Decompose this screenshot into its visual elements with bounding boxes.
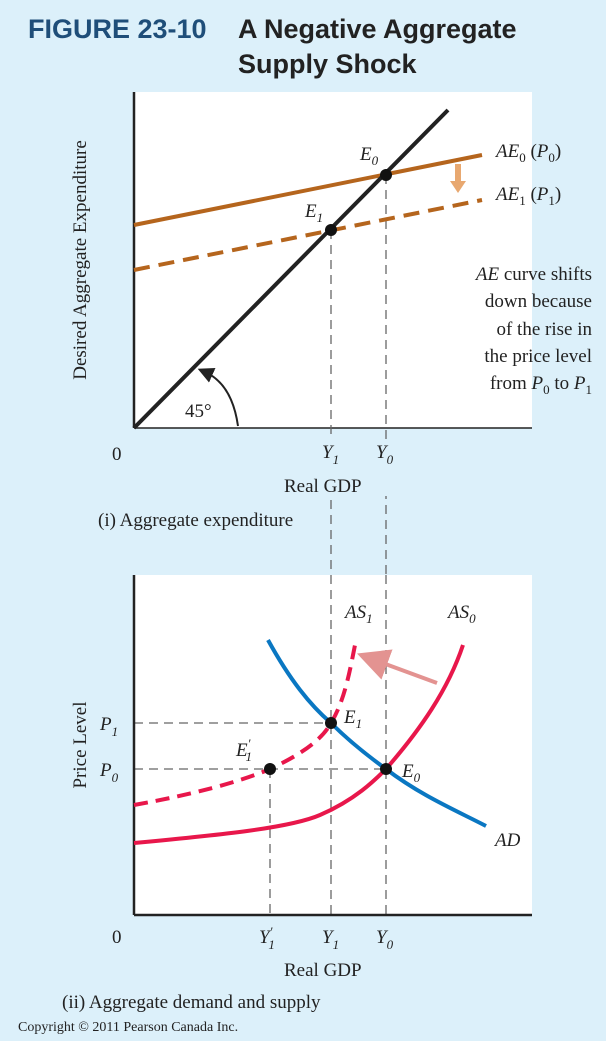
as1-curve (133, 639, 358, 807)
tick-y1-bottom: Y1 (322, 927, 339, 952)
svg-text:AE curve shifts: AE curve shifts (474, 264, 592, 285)
ylabel-bottom: Price Level (70, 701, 91, 788)
label-ae1: AE1 (P1) (494, 184, 561, 208)
label-as1: AS1 (343, 602, 373, 626)
caption-top: (i) Aggregate expenditure (98, 510, 293, 531)
label-e1-prime: E′ 1 (235, 736, 252, 764)
figure-title-line1: A Negative Aggregate (238, 14, 517, 44)
label-e0-top: E0 (359, 144, 379, 168)
45-degree-line (132, 108, 450, 430)
bottom-plot-area (134, 575, 532, 915)
label-e1-top: E1 (304, 201, 323, 225)
svg-text:down because: down because (485, 291, 592, 312)
svg-text:from P0 to P1: from P0 to P1 (490, 373, 592, 397)
angle-label: 45° (185, 401, 212, 422)
tick-y1-prime: Y′ 1 (259, 924, 275, 952)
ylabel-top: Desired Aggregate Expenditure (70, 140, 91, 380)
label-ae0: AE0 (P0) (494, 141, 561, 165)
tick-y0-bottom: Y0 (376, 927, 394, 952)
origin-bottom: 0 (112, 927, 122, 948)
origin-top: 0 (112, 444, 122, 465)
ad-curve (266, 639, 487, 828)
label-e1-bottom: E1 (343, 707, 362, 731)
label-ad: AD (493, 830, 521, 851)
45-degree-arc (197, 367, 239, 427)
xlabel-top: Real GDP (284, 476, 362, 497)
as-shift-arrow (356, 649, 438, 685)
figure-title-line2: Supply Shock (238, 49, 418, 79)
copyright: Copyright © 2011 Pearson Canada Inc. (18, 1020, 238, 1035)
tick-y1-top: Y1 (322, 442, 339, 467)
figure-number: FIGURE 23-10 (28, 14, 207, 44)
caption-bottom: (ii) Aggregate demand and supply (62, 992, 321, 1013)
xlabel-bottom: Real GDP (284, 960, 362, 981)
point-e1-prime (264, 763, 276, 775)
ae1-line (133, 198, 483, 272)
point-e1-bottom (325, 717, 337, 729)
ae0-line (133, 153, 483, 227)
tick-p1: P1 (99, 714, 118, 739)
svg-text:of the rise in: of the rise in (496, 319, 592, 340)
tick-y0-top: Y0 (376, 442, 394, 467)
point-e1-top (325, 224, 337, 236)
ae-shift-note: AE curve shifts down because of the rise… (474, 264, 593, 397)
label-as0: AS0 (446, 602, 476, 626)
label-e0-bottom: E0 (401, 761, 421, 785)
svg-text:the price level: the price level (484, 346, 592, 367)
as0-curve (133, 644, 465, 845)
tick-p0: P0 (99, 760, 119, 785)
point-e0-top (380, 169, 392, 181)
ae-shift-arrow (450, 164, 466, 193)
point-e0-bottom (380, 763, 392, 775)
